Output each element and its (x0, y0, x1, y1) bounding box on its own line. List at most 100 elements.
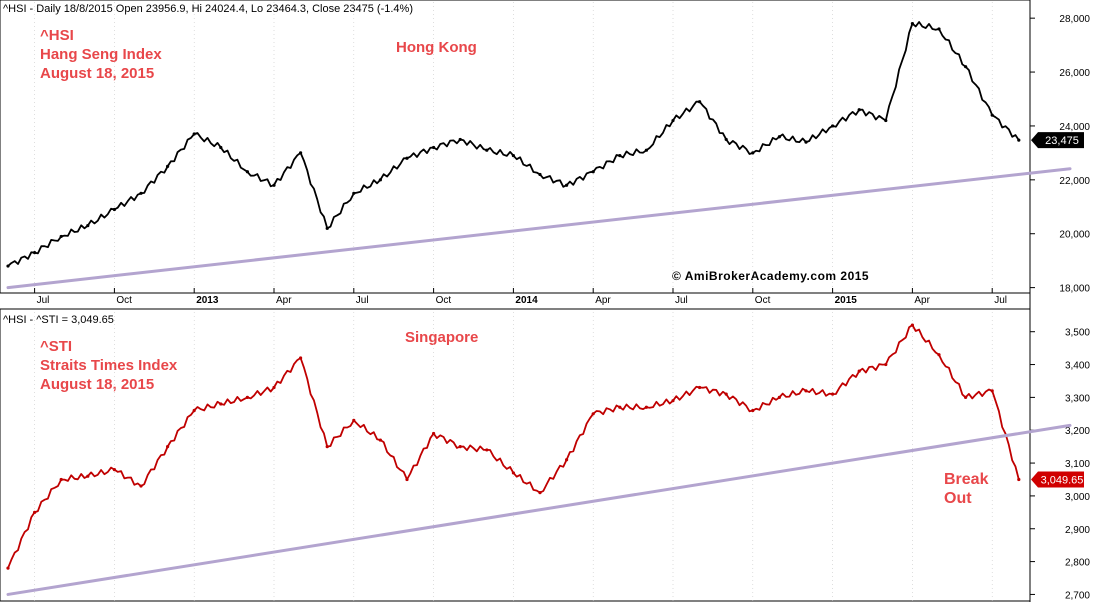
hsi-annotation-date: August 18, 2015 (40, 65, 154, 82)
sti-annotation-date: August 18, 2015 (40, 376, 154, 393)
hsi-data-point (884, 118, 888, 123)
sti-y-tick-label: 3,500 (1065, 328, 1090, 339)
hsi-y-tick-label: 24,000 (1059, 122, 1090, 133)
sti-data-point (804, 389, 808, 393)
sti-data-point (644, 405, 649, 409)
x-tick-label: Jul (356, 295, 369, 306)
sti-data-point (299, 356, 303, 360)
hsi-data-point (485, 148, 489, 152)
x-tick-label: Oct (755, 295, 771, 306)
breakout-label-line2: Out (944, 490, 972, 507)
hsi-y-tick-label: 22,000 (1059, 176, 1090, 187)
sti-data-point (618, 405, 622, 409)
x-tick-label: Jul (994, 295, 1007, 306)
hsi-data-point (405, 156, 409, 160)
hsi-y-tick-label: 28,000 (1059, 14, 1090, 25)
breakout-label-line1: Break (944, 471, 989, 488)
hsi-data-point (325, 226, 329, 230)
hsi-data-point (299, 151, 303, 155)
sti-data-point (937, 353, 941, 357)
hsi-y-tick-label: 18,000 (1059, 284, 1090, 295)
hsi-data-point (272, 183, 276, 187)
hsi-axis-group: 28,000 26,000 24,000 22,000 20,000 18,000 Jul O… (34, 2, 1090, 306)
sti-data-point (990, 389, 994, 393)
sti-y-tick-label: 2,800 (1065, 558, 1090, 569)
hsi-data-point (432, 145, 436, 150)
sti-data-point (565, 458, 569, 462)
hsi-y-tick-label: 26,000 (1059, 68, 1090, 79)
hsi-data-point (458, 137, 462, 142)
x-tick-label: Apr (914, 295, 930, 306)
sti-trendline (6, 423, 1072, 596)
hsi-data-point (511, 153, 515, 158)
x-tick-label: Oct (116, 295, 132, 306)
hsi-data-point (33, 250, 37, 255)
sti-data-point (59, 477, 63, 482)
sti-data-point (112, 468, 116, 472)
sti-data-point (1017, 477, 1021, 482)
sti-data-point (458, 445, 462, 449)
sti-data-point (751, 408, 755, 413)
sti-annotation-ticker: ^STI (40, 338, 72, 355)
sti-y-tick-label: 3,400 (1065, 361, 1090, 372)
sti-header: ^HSI - ^STI = 3,049.65 (3, 314, 114, 326)
hsi-data-point (591, 170, 595, 174)
hsi-data-point (166, 164, 170, 168)
x-tick-label: 2015 (835, 295, 858, 306)
watermark: © AmiBrokerAcademy.com 2015 (672, 269, 869, 283)
hsi-center-label: Hong Kong (396, 39, 477, 56)
sti-data-point (86, 474, 90, 478)
hsi-data-point (378, 178, 382, 182)
hsi-data-point (219, 145, 223, 150)
hsi-data-point (724, 137, 728, 142)
sti-data-point (139, 484, 143, 488)
hsi-data-point (565, 183, 569, 187)
sti-data-point (591, 412, 595, 416)
sti-y-tick-label: 3,000 (1065, 492, 1090, 503)
sti-y-tick-label: 2,900 (1065, 525, 1090, 536)
sti-data-point (538, 491, 542, 495)
sti-data-point (405, 477, 409, 482)
hsi-y-tick-label: 20,000 (1059, 230, 1090, 241)
hsi-data-point (59, 234, 63, 239)
sti-data-point (325, 445, 329, 449)
hsi-data-point (804, 140, 808, 144)
sti-last-value-label: 3,049.65 (1041, 474, 1084, 486)
sti-data-point (671, 399, 675, 403)
hsi-data-point (831, 124, 835, 128)
sti-data-point (910, 323, 915, 327)
hsi-data-point (910, 21, 915, 26)
hsi-annotation-ticker: ^HSI (40, 27, 74, 44)
sti-data-point (884, 362, 888, 367)
hsi-last-value-label: 23,475 (1045, 135, 1079, 147)
hsi-data-point (644, 148, 649, 152)
hsi-annotation-name: Hang Seng Index (40, 46, 162, 63)
sti-y-tick-label: 3,100 (1065, 459, 1090, 470)
sti-y-tick-label: 3,300 (1065, 393, 1090, 404)
sti-data-point (352, 418, 356, 422)
sti-data-point (378, 438, 382, 442)
sti-data-point (33, 510, 37, 514)
sti-data-point (166, 445, 170, 449)
hsi-data-point (1017, 138, 1021, 142)
x-tick-label: Jul (37, 295, 50, 306)
sti-data-point (857, 369, 861, 373)
sti-center-label: Singapore (405, 329, 478, 346)
sti-data-point (432, 431, 436, 436)
hsi-data-point (751, 151, 755, 155)
hsi-data-point (192, 132, 196, 136)
sti-data-point (777, 395, 782, 399)
x-tick-label: 2014 (515, 295, 538, 306)
sti-series-group: 3,049.65 (6, 323, 1084, 596)
hsi-data-point (964, 65, 968, 69)
hsi-data-point (857, 108, 861, 112)
sti-last-value-pointer (1031, 471, 1084, 488)
hsi-data-point (139, 191, 143, 195)
sti-data-point (272, 385, 276, 390)
x-tick-label: 2013 (196, 295, 219, 306)
sti-data-point (219, 402, 223, 406)
hsi-last-value-pointer (1031, 132, 1084, 149)
hsi-data-point (6, 264, 10, 268)
sti-data-point (511, 471, 515, 475)
